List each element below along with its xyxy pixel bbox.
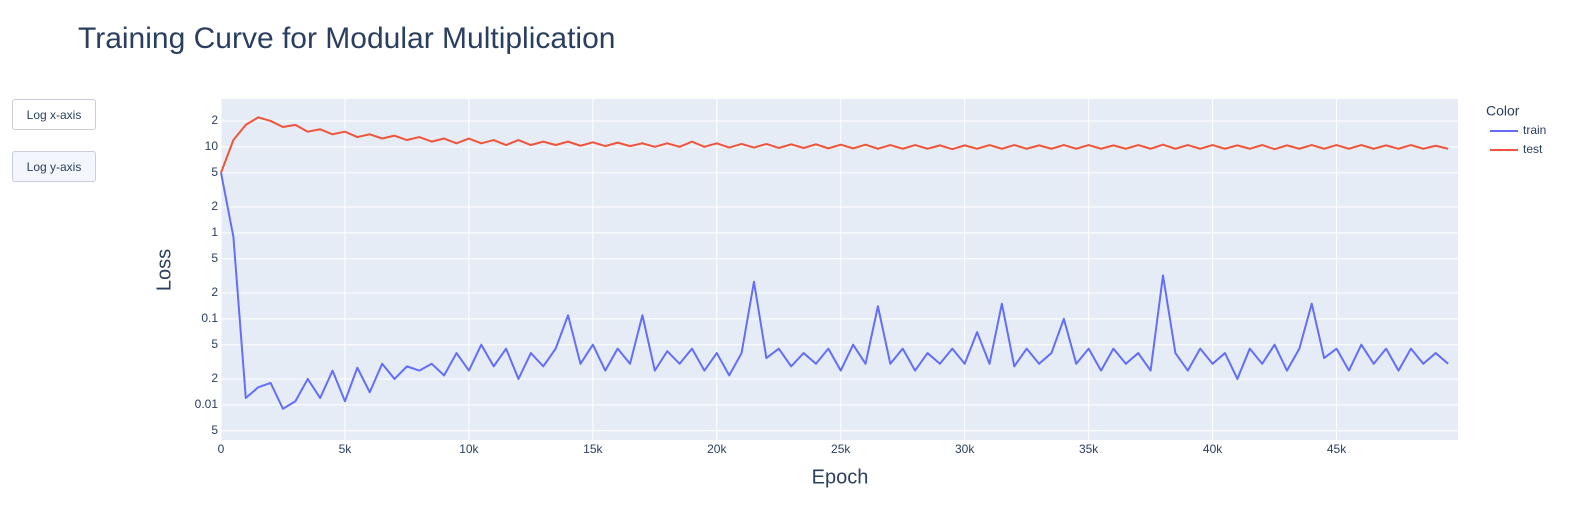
x-axis-title: Epoch <box>812 466 869 488</box>
x-tick-label: 35k <box>1079 442 1099 456</box>
log-y-button[interactable]: Log y-axis <box>12 151 96 182</box>
x-tick-label: 10k <box>459 442 479 456</box>
log-x-button[interactable]: Log x-axis <box>12 99 96 130</box>
legend-label: test <box>1523 142 1543 156</box>
x-tick-label: 25k <box>831 442 851 456</box>
x-tick-label: 15k <box>583 442 603 456</box>
y-tick-label: 2 <box>211 371 218 385</box>
chart-title: Training Curve for Modular Multiplicatio… <box>78 22 615 55</box>
x-tick-label: 0 <box>218 442 225 456</box>
y-tick-label: 5 <box>211 165 218 179</box>
legend-title: Color <box>1486 103 1520 119</box>
y-tick-label: 5 <box>211 251 218 265</box>
x-tick-label: 5k <box>339 442 353 456</box>
grid <box>220 99 1458 440</box>
y-tick-label: 2 <box>211 199 218 213</box>
x-tick-label: 40k <box>1203 442 1223 456</box>
y-tick-label: 2 <box>211 285 218 299</box>
y-axis-title: Loss <box>153 249 175 291</box>
x-tick-label: 30k <box>955 442 975 456</box>
line-0 <box>220 172 1449 410</box>
y-tick-label: 5 <box>211 423 218 437</box>
y-tick-label: 5 <box>211 337 218 351</box>
y-tick-label: 0.01 <box>195 397 219 411</box>
y-tick-label: 10 <box>205 139 219 153</box>
legend-label: train <box>1523 123 1546 137</box>
y-tick-label: 0.1 <box>201 311 218 325</box>
line-1 <box>220 116 1449 174</box>
x-tick-label: 45k <box>1327 442 1347 456</box>
y-tick-label: 1 <box>211 225 218 239</box>
plot-area <box>221 99 1458 440</box>
y-tick-label: 2 <box>211 113 218 127</box>
x-tick-label: 20k <box>707 442 727 456</box>
